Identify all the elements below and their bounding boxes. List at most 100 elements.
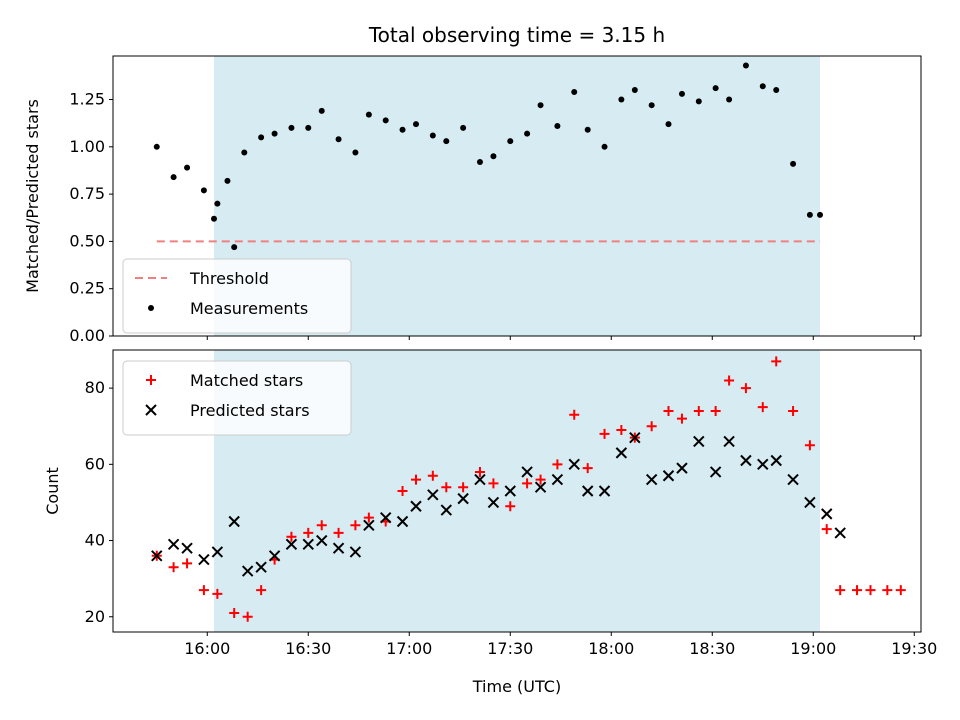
predicted-star-point	[504, 485, 516, 497]
measurement-point	[258, 134, 265, 141]
measurement-point	[524, 130, 531, 137]
legend-entry-label: Predicted stars	[190, 401, 310, 420]
measurement-point	[214, 200, 221, 207]
predicted-star-point	[181, 542, 193, 554]
legend-measurement-swatch	[148, 305, 154, 311]
measurement-point	[200, 187, 207, 194]
measurement-point	[571, 88, 578, 95]
x-tick-label: 16:30	[285, 639, 331, 658]
matched-star-point	[646, 421, 657, 432]
matched-star-point	[676, 413, 687, 424]
measurement-point	[678, 90, 685, 97]
y-tick-label: 0.75	[69, 184, 105, 203]
axes-frame	[112, 349, 922, 633]
measurement-point	[211, 215, 217, 222]
matched-star-point	[242, 611, 253, 622]
matched-star-point	[333, 527, 344, 538]
y-tick-label: 0.00	[69, 326, 105, 345]
predicted-star-point	[474, 473, 486, 486]
x-tick-label: 18:00	[588, 639, 634, 658]
matched-star-point	[168, 562, 179, 573]
matched-star-point	[663, 405, 674, 416]
y-tick-label: 60	[85, 454, 105, 473]
predicted-star-point	[379, 511, 392, 524]
predicted-star-point	[693, 435, 705, 448]
measurement-point	[726, 96, 733, 103]
matched-star-point	[488, 478, 499, 489]
matched-star-point	[710, 405, 721, 416]
y-tick-label: 1.00	[69, 137, 105, 156]
predicted-star-point	[241, 565, 254, 577]
measurement-point	[460, 124, 467, 131]
predicted-star-point	[363, 519, 375, 532]
matched-star-point	[599, 428, 610, 439]
predicted-star-point	[804, 496, 816, 509]
measurement-point	[790, 160, 797, 167]
measurement-point	[429, 132, 436, 139]
matched-star-point	[363, 512, 374, 523]
legend-box	[122, 258, 352, 334]
chart-title: Total observing time = 3.15 h	[368, 23, 665, 47]
matched-star-point	[757, 402, 768, 413]
predicted-star-point	[211, 546, 224, 558]
matched-star-point	[505, 501, 516, 512]
measurement-point	[773, 87, 780, 94]
measurement-point	[537, 102, 544, 109]
matched-star-point	[740, 383, 751, 394]
x-tick-label: 17:30	[487, 639, 533, 658]
count-panel: 20 40 60 80 16:00 16:30 17:00 17:30 18:00 18:30 19…	[43, 349, 937, 696]
predicted-star-point	[457, 492, 469, 505]
measurement-point	[759, 83, 766, 90]
predicted-star-point	[709, 466, 722, 478]
predicted-star-point	[440, 504, 453, 516]
x-tick-label: 16:00	[184, 639, 230, 658]
matched-star-point	[198, 585, 209, 596]
x-tick-label: 18:30	[689, 639, 735, 658]
measurement-point	[365, 111, 372, 118]
matched-star-point	[804, 440, 815, 451]
matched-star-point	[693, 405, 704, 416]
matched-star-point	[724, 375, 735, 386]
measurement-point	[288, 124, 295, 131]
measurement-point	[631, 87, 638, 94]
measurement-point	[305, 124, 312, 131]
predicted-star-point	[427, 489, 439, 501]
measurement-point	[271, 130, 278, 137]
matched-star-point	[522, 478, 533, 489]
predicted-star-point	[151, 550, 163, 562]
measurement-point	[806, 211, 813, 218]
legend: Threshold Measurements	[122, 258, 352, 334]
measurement-point	[382, 117, 389, 124]
matched-star-point	[852, 585, 863, 596]
matched-star-point	[458, 482, 469, 493]
matched-star-point	[882, 585, 893, 596]
predicted-star-point	[581, 485, 594, 497]
predicted-star-point	[615, 447, 628, 459]
predicted-star-point	[285, 538, 298, 551]
matched-star-point	[569, 409, 580, 420]
predicted-star-point	[487, 496, 500, 509]
predicted-star-point	[521, 466, 533, 478]
measurement-point	[554, 123, 561, 129]
predicted-star-point	[410, 500, 422, 512]
matched-star-point	[771, 356, 782, 367]
measurement-point	[584, 126, 591, 133]
measurement-point	[413, 121, 419, 128]
matched-star-point	[835, 585, 846, 596]
measurement-point	[184, 164, 191, 171]
predicted-star-point	[740, 454, 752, 467]
y-tick-label: 0.25	[69, 279, 105, 298]
matched-star-point	[895, 585, 906, 596]
predicted-star-point	[770, 454, 782, 467]
predicted-star-point	[534, 481, 547, 493]
y-tick-label: 80	[85, 378, 105, 397]
legend-entry-label: Measurements	[190, 299, 308, 318]
predicted-star-point	[662, 470, 675, 482]
predicted-star-point	[598, 485, 611, 497]
predicted-star-point	[723, 435, 735, 448]
predicted-star-point	[645, 473, 658, 486]
predicted-star-point	[167, 538, 180, 551]
predicted-star-point	[629, 431, 641, 444]
measurement-point	[318, 107, 325, 114]
